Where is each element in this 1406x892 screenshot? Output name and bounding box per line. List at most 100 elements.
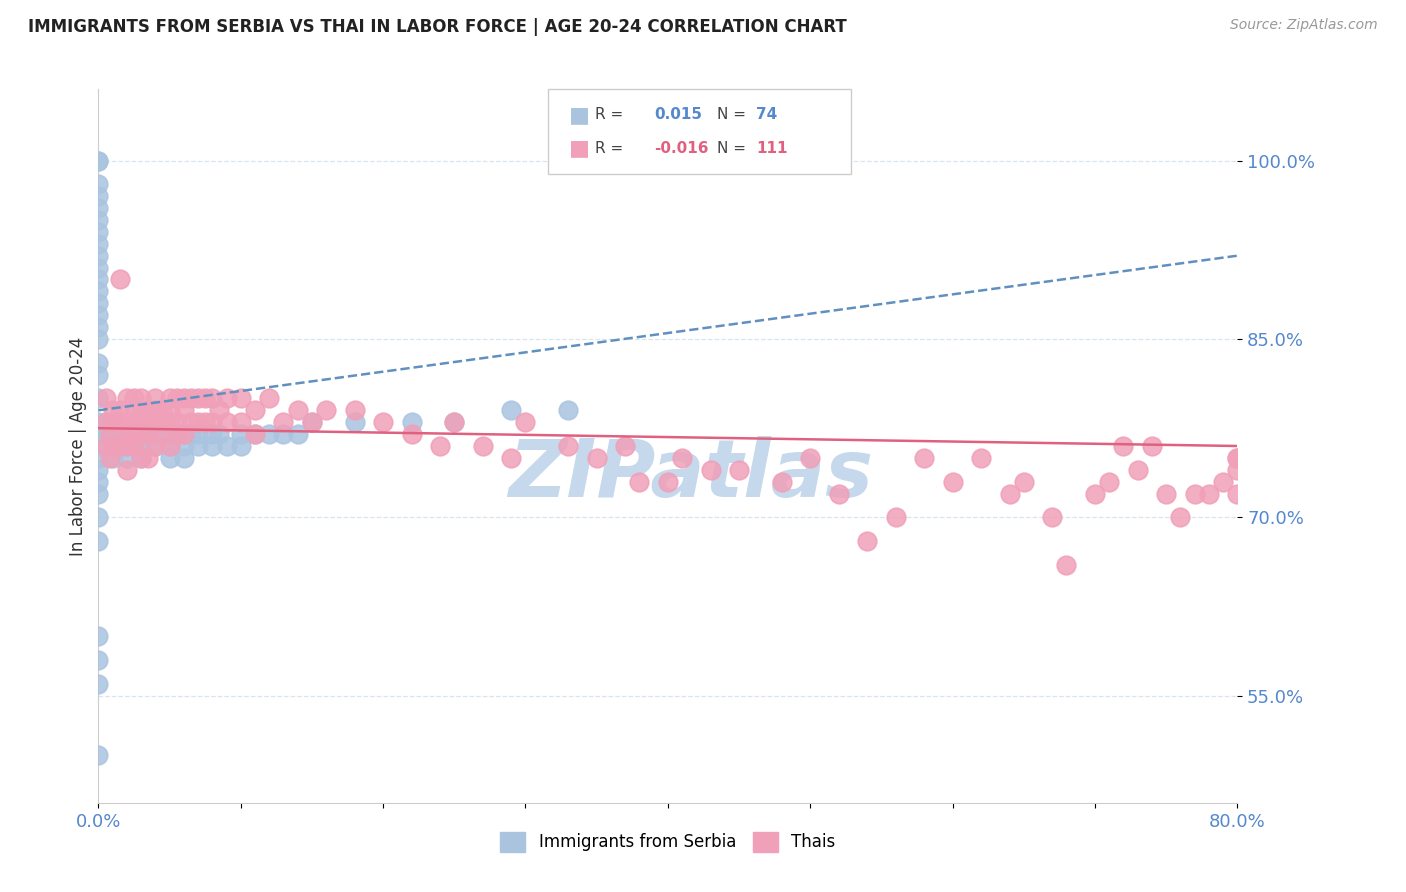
Point — [115, 463, 138, 477]
Point — [87, 463, 110, 477]
Point — [215, 415, 238, 429]
Point — [87, 213, 110, 227]
Point — [166, 415, 188, 429]
Point — [166, 392, 188, 406]
Point — [173, 427, 195, 442]
Point — [998, 486, 1021, 500]
Point — [87, 272, 110, 286]
Point — [87, 534, 110, 549]
Point — [180, 392, 202, 406]
Point — [401, 415, 423, 429]
Point — [122, 403, 145, 417]
Point — [1084, 486, 1107, 500]
Point — [187, 415, 209, 429]
Point — [501, 403, 523, 417]
Point — [443, 415, 465, 429]
Point — [1212, 475, 1234, 489]
Point — [243, 403, 266, 417]
Point — [1140, 439, 1163, 453]
Point — [101, 415, 124, 429]
Point — [87, 249, 110, 263]
Point — [201, 427, 224, 442]
Point — [180, 415, 202, 429]
Point — [87, 225, 110, 239]
Point — [101, 439, 124, 453]
Point — [671, 450, 693, 465]
Point — [173, 403, 195, 417]
Point — [136, 415, 159, 429]
Point — [159, 415, 181, 429]
Text: IMMIGRANTS FROM SERBIA VS THAI IN LABOR FORCE | AGE 20-24 CORRELATION CHART: IMMIGRANTS FROM SERBIA VS THAI IN LABOR … — [28, 18, 846, 36]
Point — [1040, 510, 1063, 524]
Point — [87, 308, 110, 322]
Point — [273, 415, 295, 429]
Point — [145, 403, 167, 417]
Point — [699, 463, 721, 477]
Point — [115, 415, 138, 429]
Point — [129, 403, 152, 417]
Point — [201, 415, 224, 429]
Point — [87, 189, 110, 203]
Point — [287, 427, 309, 442]
Point — [94, 415, 117, 429]
Point — [115, 450, 138, 465]
Point — [87, 450, 110, 465]
Point — [208, 403, 231, 417]
Point — [1184, 486, 1206, 500]
Point — [122, 427, 145, 442]
Point — [87, 153, 110, 168]
Point — [129, 427, 152, 442]
Point — [87, 236, 110, 251]
Point — [87, 285, 110, 299]
Point — [1056, 558, 1078, 572]
Point — [215, 392, 238, 406]
Point — [115, 439, 138, 453]
Point — [1098, 475, 1121, 489]
Point — [912, 450, 935, 465]
Text: ■: ■ — [569, 105, 591, 125]
Point — [159, 450, 181, 465]
Y-axis label: In Labor Force | Age 20-24: In Labor Force | Age 20-24 — [69, 336, 87, 556]
Text: N =: N = — [717, 107, 747, 122]
Point — [87, 296, 110, 310]
Point — [108, 415, 131, 429]
Point — [201, 392, 224, 406]
Point — [115, 392, 138, 406]
Point — [145, 439, 167, 453]
Point — [101, 450, 124, 465]
Point — [201, 439, 224, 453]
Point — [166, 427, 188, 442]
Point — [215, 439, 238, 453]
Point — [108, 272, 131, 286]
Point — [429, 439, 451, 453]
Point — [145, 392, 167, 406]
Point — [315, 403, 337, 417]
Point — [129, 450, 152, 465]
Point — [515, 415, 537, 429]
Text: R =: R = — [595, 107, 623, 122]
Point — [87, 677, 110, 691]
Text: R =: R = — [595, 141, 623, 156]
Point — [194, 392, 217, 406]
Point — [443, 415, 465, 429]
Point — [122, 427, 145, 442]
Point — [122, 392, 145, 406]
Text: 74: 74 — [756, 107, 778, 122]
Point — [159, 392, 181, 406]
Point — [229, 392, 252, 406]
Text: Source: ZipAtlas.com: Source: ZipAtlas.com — [1230, 18, 1378, 32]
Point — [87, 653, 110, 667]
Point — [129, 392, 152, 406]
Point — [301, 415, 323, 429]
Point — [585, 450, 607, 465]
Point — [101, 415, 124, 429]
Point — [1012, 475, 1035, 489]
Point — [159, 403, 181, 417]
Point — [129, 450, 152, 465]
Point — [94, 392, 117, 406]
Point — [614, 439, 637, 453]
Point — [1170, 510, 1192, 524]
Point — [129, 415, 152, 429]
Point — [557, 403, 579, 417]
Point — [87, 486, 110, 500]
